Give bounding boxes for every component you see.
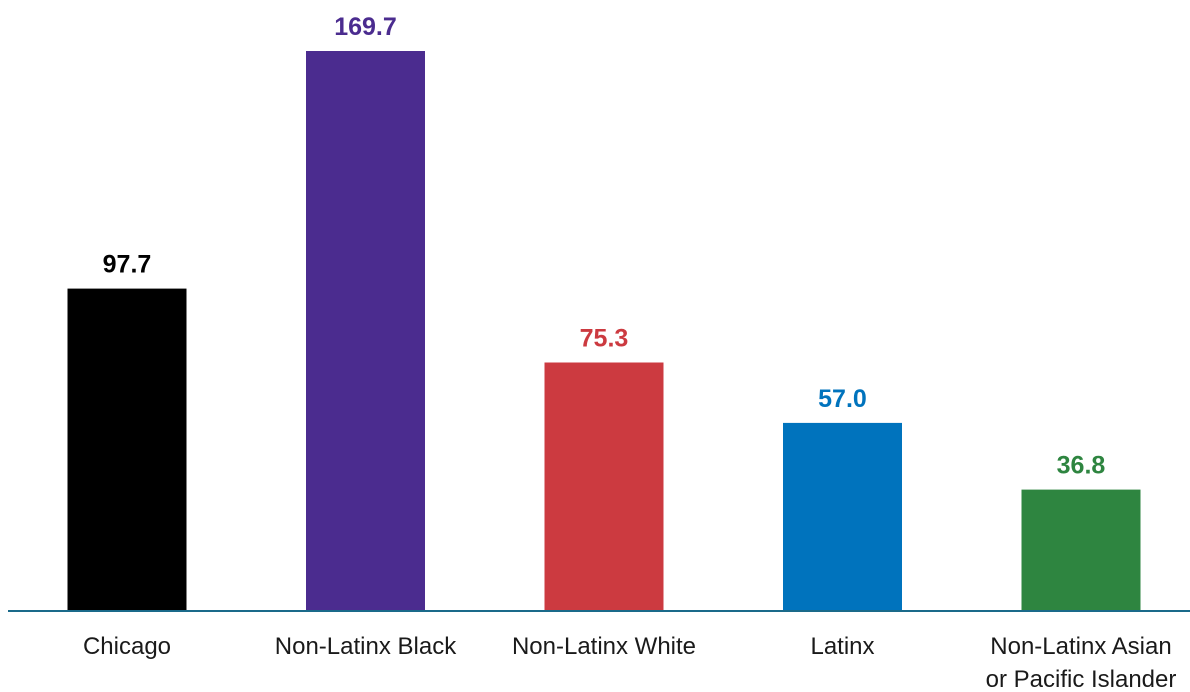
category-label: Chicago bbox=[83, 633, 171, 660]
bar bbox=[783, 422, 902, 611]
category-label: Latinx bbox=[810, 633, 874, 660]
value-labels-group: 97.7 169.7 75.3 57.0 36.8 bbox=[103, 13, 1106, 480]
bar-value-label: 169.7 bbox=[334, 13, 397, 41]
bar bbox=[306, 51, 425, 611]
category-label: Non-Latinx White bbox=[512, 633, 696, 660]
bar-value-label: 75.3 bbox=[580, 325, 629, 353]
bars-group bbox=[67, 51, 1141, 611]
category-labels-group: Chicago Non-Latinx Black Non-Latinx White L… bbox=[83, 633, 1176, 692]
bar-value-label: 97.7 bbox=[103, 251, 152, 279]
bar-value-label: 36.8 bbox=[1057, 452, 1106, 480]
bar bbox=[1021, 489, 1141, 611]
bar bbox=[544, 362, 664, 611]
category-label: Non-Latinx Black bbox=[275, 633, 457, 660]
bar bbox=[67, 288, 187, 611]
category-label: or Pacific Islander bbox=[986, 666, 1177, 692]
bar-value-label: 57.0 bbox=[818, 385, 867, 413]
category-label: Non-Latinx Asian bbox=[990, 633, 1171, 660]
